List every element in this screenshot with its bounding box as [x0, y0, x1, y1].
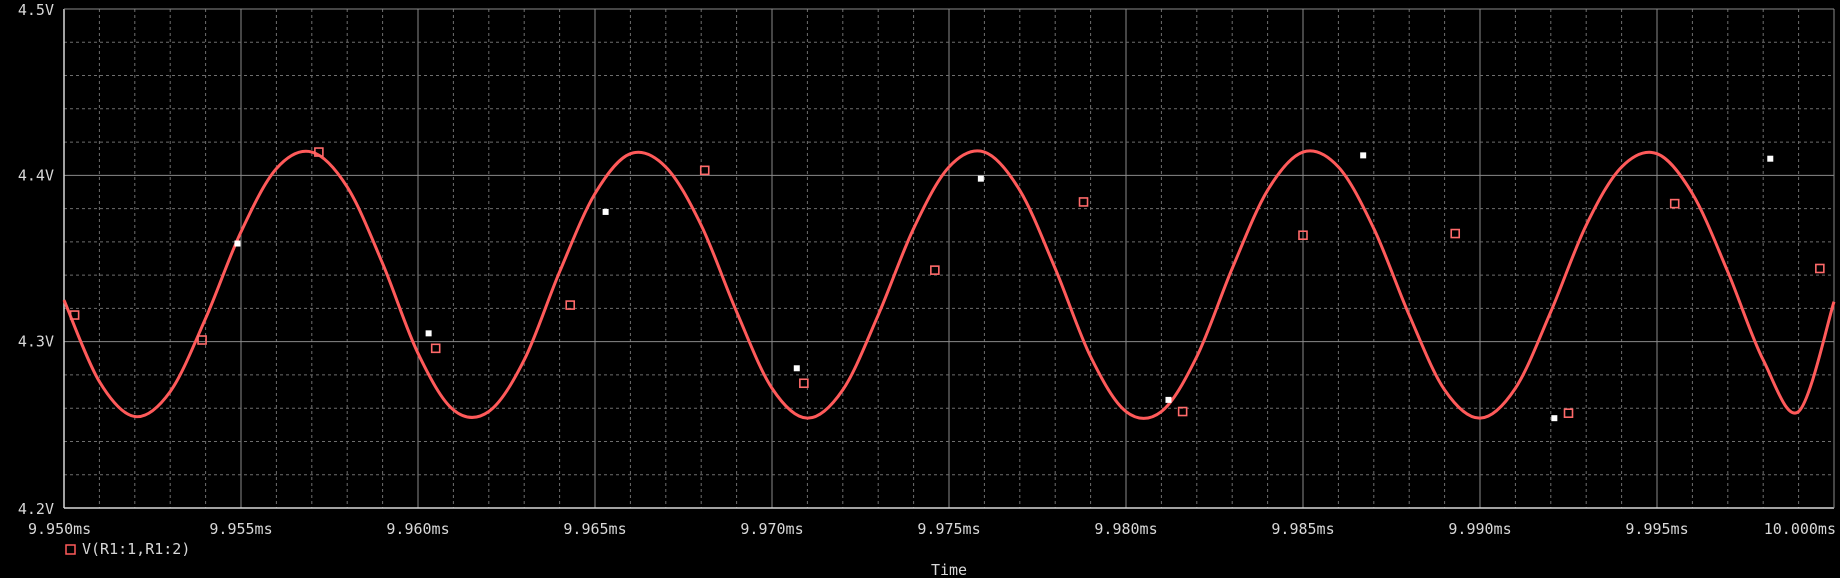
data-point-marker — [197, 335, 207, 345]
series-line — [62, 149, 1836, 420]
x-tick-label: 9.965ms — [563, 520, 626, 538]
data-point-marker — [425, 330, 432, 337]
data-point-marker — [69, 310, 80, 320]
data-point-marker — [1767, 155, 1774, 162]
series-layer — [62, 149, 1836, 420]
x-tick-labels: 9.950ms 9.955ms 9.960ms 9.965ms 9.970ms 9.975… — [28, 520, 1836, 538]
marker-layer — [69, 147, 1825, 422]
y-tick-label: 4.4V — [18, 166, 54, 184]
data-point-marker — [1450, 228, 1461, 239]
data-point-marker — [314, 147, 324, 157]
data-point-marker — [699, 165, 710, 176]
y-tick-labels: 4.2V 4.3V 4.4V 4.5V — [18, 1, 54, 518]
x-tick-label: 10.000ms — [1764, 520, 1836, 538]
data-point-marker — [1360, 152, 1367, 159]
data-point-marker — [1815, 263, 1825, 274]
legend-series-label: V(R1:1,R1:2) — [82, 540, 190, 558]
data-point-marker — [565, 300, 576, 310]
plot-axes — [63, 8, 1835, 509]
y-tick-label: 4.5V — [18, 1, 54, 19]
data-point-marker — [1669, 198, 1680, 209]
y-tick-label: 4.3V — [18, 333, 54, 351]
y-tick-label: 4.2V — [18, 500, 54, 518]
data-point-marker — [930, 265, 940, 275]
x-axis-label: Time — [931, 561, 967, 578]
x-tick-label: 9.980ms — [1094, 520, 1157, 538]
x-tick-label: 9.950ms — [28, 520, 91, 538]
data-point-marker — [1551, 415, 1558, 422]
legend-marker-icon — [65, 544, 76, 555]
data-point-marker — [602, 208, 609, 215]
x-tick-label: 9.990ms — [1448, 520, 1511, 538]
x-tick-label: 9.960ms — [386, 520, 449, 538]
data-point-marker — [799, 378, 809, 389]
data-point-marker — [430, 343, 441, 354]
data-point-marker — [1165, 396, 1172, 403]
data-point-marker — [1177, 406, 1188, 417]
x-tick-label: 9.975ms — [917, 520, 980, 538]
data-point-marker — [793, 365, 800, 372]
data-point-marker — [1563, 408, 1574, 418]
grid-lines — [64, 9, 1834, 508]
x-tick-label: 9.955ms — [209, 520, 272, 538]
data-point-marker — [1078, 197, 1089, 207]
x-tick-label: 9.995ms — [1625, 520, 1688, 538]
data-point-marker — [977, 175, 984, 182]
x-tick-label: 9.970ms — [740, 520, 803, 538]
x-tick-label: 9.985ms — [1271, 520, 1334, 538]
legend: V(R1:1,R1:2) — [65, 540, 190, 558]
data-point-marker — [234, 240, 241, 247]
data-point-marker — [1298, 230, 1308, 241]
